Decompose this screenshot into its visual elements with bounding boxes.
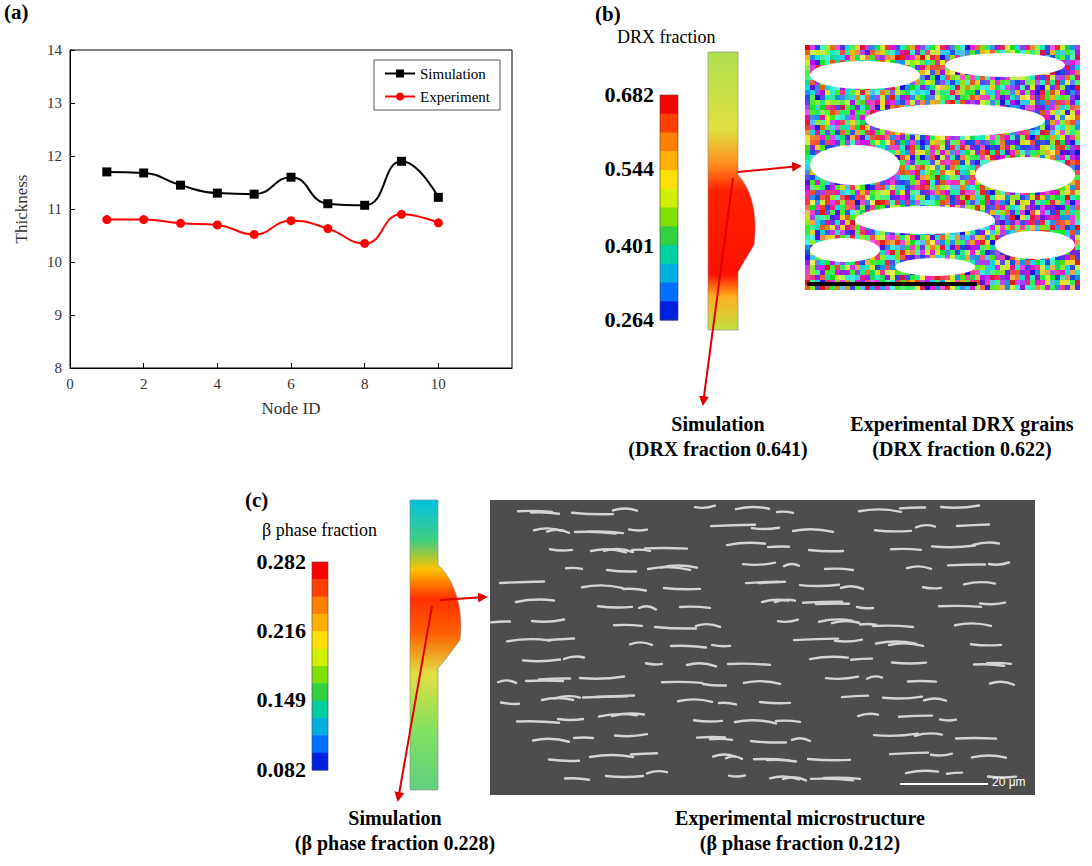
html-text:0.264: 0.264	[604, 307, 654, 332]
html-text:0.216: 0.216	[256, 617, 306, 643]
html-text:0.149: 0.149	[256, 687, 306, 713]
html-text:20 μm: 20 μm	[992, 775, 1026, 789]
html-text:0.682: 0.682	[604, 82, 654, 107]
svg-text:Node ID: Node ID	[261, 399, 320, 418]
html-text:(β phase fraction 0.228): (β phase fraction 0.228)	[294, 832, 496, 854]
html-text:(c): (c)	[245, 488, 269, 512]
svg-text:Experiment: Experiment	[420, 89, 491, 105]
html-text:Experimental DRX grains: Experimental DRX grains	[850, 413, 1074, 435]
svg-text:14: 14	[47, 42, 63, 58]
svg-text:2: 2	[140, 376, 148, 392]
svg-text:8: 8	[55, 360, 63, 376]
html-text:(a): (a)	[4, 0, 29, 24]
html-text:(b): (b)	[595, 2, 621, 26]
html-text:0.544: 0.544	[604, 156, 654, 182]
html-text:β phase fraction: β phase fraction	[262, 520, 378, 540]
svg-text:4: 4	[214, 376, 222, 392]
html-text:Simulation: Simulation	[348, 807, 442, 829]
html-text:0.082: 0.082	[256, 757, 306, 782]
svg-text:8: 8	[361, 376, 369, 392]
svg-text:12: 12	[47, 148, 62, 164]
svg-text:6: 6	[287, 376, 295, 392]
svg-text:0: 0	[66, 376, 74, 392]
html-text:(β phase fraction 0.212): (β phase fraction 0.212)	[699, 832, 901, 854]
svg-text:11: 11	[48, 201, 62, 217]
html-text:DRX fraction: DRX fraction	[617, 27, 716, 47]
html-text:0.282: 0.282	[256, 549, 306, 574]
svg-text:9: 9	[55, 307, 63, 323]
html-text:Simulation: Simulation	[671, 413, 765, 435]
svg-text:Simulation: Simulation	[420, 66, 486, 82]
svg-text:10: 10	[47, 254, 62, 270]
svg-text:10: 10	[431, 376, 446, 392]
svg-text:13: 13	[47, 95, 62, 111]
html-text:(DRX fraction 0.622): (DRX fraction 0.622)	[872, 438, 1052, 460]
svg-text:Thickness: Thickness	[12, 175, 31, 244]
html-text:Experimental microstructure: Experimental microstructure	[675, 807, 925, 829]
html-text:0.401: 0.401	[604, 233, 654, 259]
html-text:(DRX fraction 0.641): (DRX fraction 0.641)	[628, 438, 808, 460]
